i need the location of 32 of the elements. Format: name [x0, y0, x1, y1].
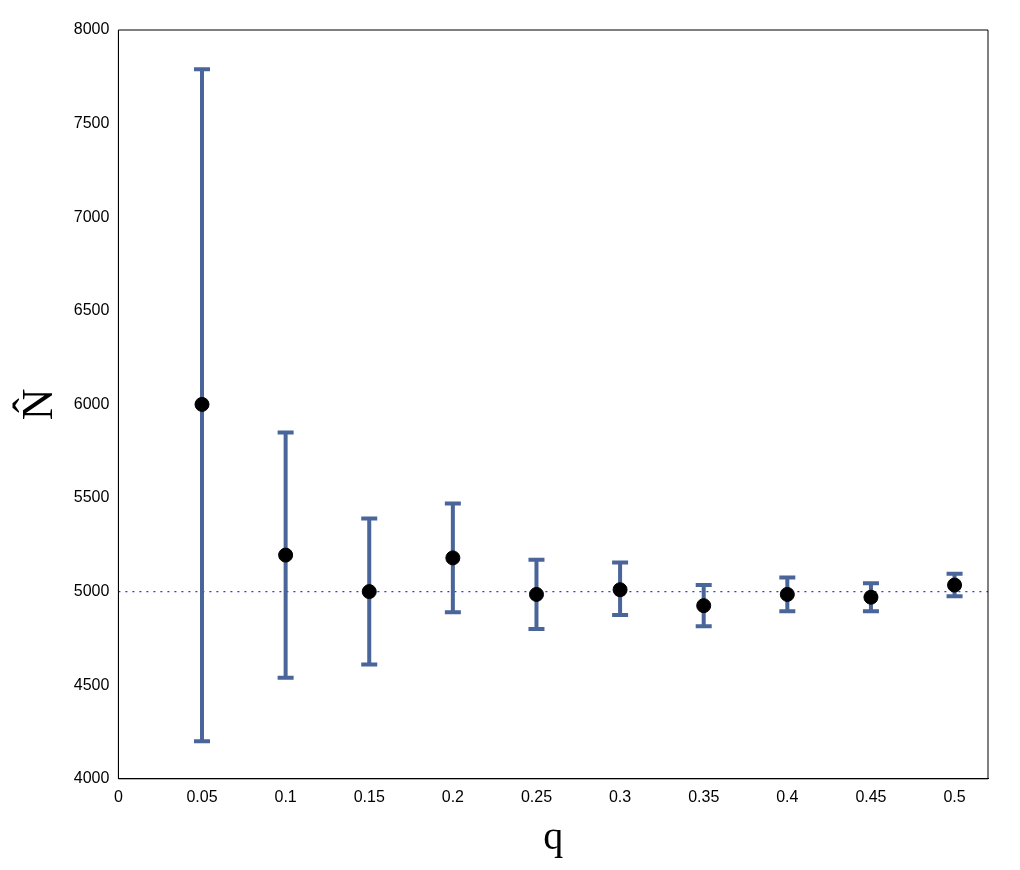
x-tick-label: 0 [113, 787, 123, 805]
point [278, 547, 294, 563]
x-tick-label: 0.5 [943, 787, 966, 805]
x-tick-label: 0.1 [274, 787, 297, 805]
y-tick-label: 7000 [73, 207, 110, 225]
y-tick-label: 6000 [73, 394, 110, 412]
x-tick-label: 0.05 [186, 787, 218, 805]
x-tick-label: 0.45 [855, 787, 887, 805]
point [696, 598, 712, 614]
y-axis-title: N̂ [12, 388, 62, 421]
point [528, 586, 544, 602]
y-tick-label: 5000 [73, 582, 110, 600]
x-tick-label: 0.15 [353, 787, 385, 805]
x-axis-title: q [543, 812, 564, 858]
y-tick-label: 5500 [73, 488, 110, 506]
x-tick-label: 0.35 [688, 787, 720, 805]
x-tick-label: 0.2 [441, 787, 465, 805]
point [863, 589, 879, 605]
y-tick-label: 7500 [73, 114, 110, 132]
point [612, 582, 628, 598]
point [779, 586, 795, 602]
y-tick-label: 4000 [73, 769, 110, 787]
y-tick-label: 4500 [73, 675, 110, 693]
point [445, 550, 461, 566]
x-tick-label: 0.25 [520, 787, 553, 805]
point [361, 584, 377, 600]
point [947, 577, 963, 593]
x-tick-label: 0.4 [776, 787, 799, 805]
point [194, 396, 210, 412]
y-tick-label: 6500 [73, 301, 110, 319]
y-tick-label: 8000 [73, 20, 110, 38]
x-tick-label: 0.3 [608, 787, 632, 805]
